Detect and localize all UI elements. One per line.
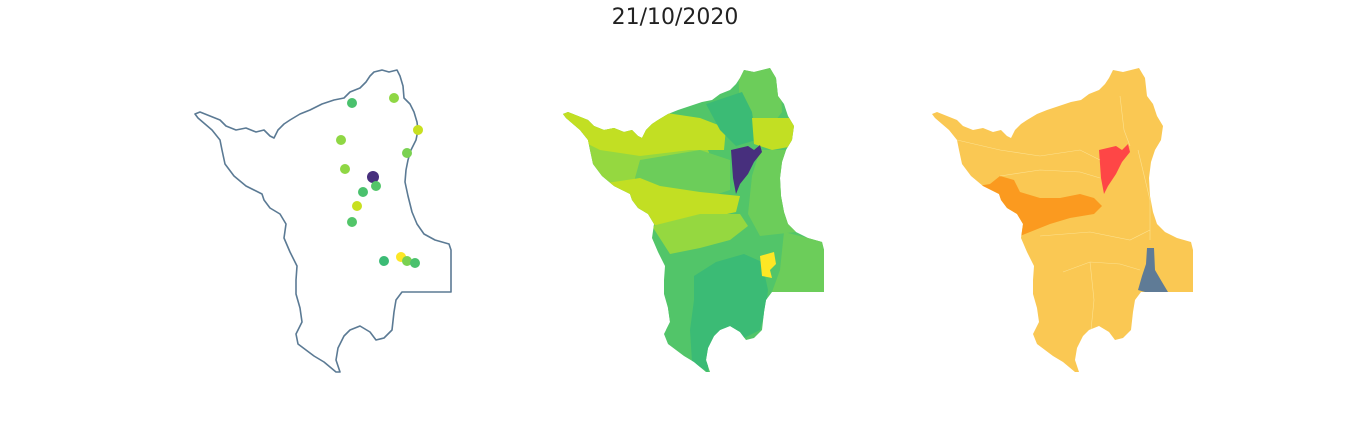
region-purple [731,145,762,194]
map-title: 21/10/2020 [611,5,739,30]
map-point [352,201,362,211]
map-point [402,148,412,158]
map-point [410,258,420,268]
region-base-yellow [932,68,1193,372]
region-north-teal [706,92,756,146]
map-point [402,256,412,266]
map-point [358,187,368,197]
map-point [347,217,357,227]
region-sw-green [664,280,690,350]
map-point [367,171,379,183]
map-point [379,256,389,266]
region-orange-band [966,176,1102,236]
map-point [371,181,381,191]
region-northeast-yellowgreen [752,118,796,150]
map-point [413,125,423,135]
region-south-teal [690,254,768,372]
region-band-lower [652,214,748,254]
points-layer [336,93,423,268]
region-red [1099,144,1130,194]
region-east-edge-green [772,232,824,292]
region-yellow [760,252,776,278]
region-slate [1138,248,1168,292]
region-borders [956,95,1151,341]
region-outline [194,69,452,373]
map-point [347,98,357,108]
map-point [336,135,346,145]
map-point [389,93,399,103]
map-point [340,164,350,174]
